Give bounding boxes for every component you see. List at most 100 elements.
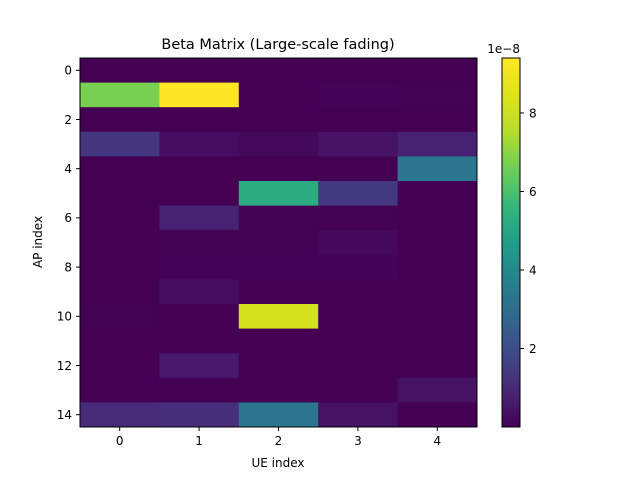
- x-tick-label: 2: [275, 434, 283, 448]
- heatmap-cell: [80, 107, 160, 133]
- colorbar-gradient: [501, 57, 521, 428]
- heatmap-cell: [80, 304, 160, 330]
- heatmap-cell: [318, 107, 399, 133]
- heatmap-cell: [80, 377, 160, 403]
- heatmap-cell: [159, 279, 240, 305]
- heatmap-cell: [238, 353, 319, 379]
- heatmap-cell: [318, 377, 399, 403]
- y-tick-label: 2: [64, 113, 72, 127]
- heatmap-cell: [238, 304, 319, 330]
- heatmap-cell: [159, 328, 240, 354]
- heatmap-cell: [80, 131, 160, 157]
- heatmap-cell: [397, 107, 478, 133]
- y-tick-label: 4: [64, 162, 72, 176]
- heatmap-cell: [159, 205, 240, 231]
- heatmap-cell: [238, 377, 319, 403]
- x-axis: 0 1 2 3 4: [116, 427, 441, 448]
- heatmap-cell: [397, 254, 478, 280]
- y-tick-label: 12: [57, 359, 72, 373]
- heatmap-cell: [238, 279, 319, 305]
- heatmap-cell: [397, 205, 478, 231]
- colorbar: 2 4 6 8 1e−8: [487, 42, 537, 428]
- heatmap-cell: [80, 353, 160, 379]
- heatmap-cell: [80, 402, 160, 428]
- heatmap-cell: [80, 58, 160, 84]
- heatmap-cell: [80, 181, 160, 207]
- heatmap-cell: [397, 328, 478, 354]
- heatmap-cell: [159, 82, 240, 108]
- heatmap-cell: [238, 156, 319, 182]
- heatmap-cell: [238, 181, 319, 207]
- heatmap-cell: [238, 328, 319, 354]
- colorbar-tick-label: 2: [529, 342, 537, 356]
- colorbar-ticks: 2 4 6 8: [520, 106, 537, 356]
- y-tick-label: 0: [64, 64, 72, 78]
- y-tick-label: 10: [57, 310, 72, 324]
- heatmap-cell: [397, 353, 478, 379]
- heatmap-cell: [80, 205, 160, 231]
- colorbar-tick-label: 4: [529, 263, 537, 277]
- heatmap-cell: [159, 377, 240, 403]
- heatmap-cell: [318, 254, 399, 280]
- heatmap-cell: [397, 304, 478, 330]
- heatmap-cell: [318, 304, 399, 330]
- heatmap-cell: [159, 181, 240, 207]
- heatmap-cell: [318, 353, 399, 379]
- chart-title: Beta Matrix (Large-scale fading): [161, 37, 394, 53]
- colorbar-tick-label: 6: [529, 185, 537, 199]
- heatmap-cell: [318, 82, 399, 108]
- heatmap-cell: [159, 107, 240, 133]
- heatmap-cell: [397, 181, 478, 207]
- heatmap-cell: [80, 328, 160, 354]
- x-tick-label: 0: [116, 434, 124, 448]
- heatmap-cell: [159, 230, 240, 256]
- heatmap-cell: [238, 254, 319, 280]
- heatmap-cell: [397, 279, 478, 305]
- x-tick-label: 3: [354, 434, 362, 448]
- heatmap-cell: [397, 156, 478, 182]
- heatmap-cell: [397, 230, 478, 256]
- heatmap-cell: [318, 205, 399, 231]
- heatmap-cell: [318, 58, 399, 84]
- colorbar-tick-label: 8: [529, 106, 537, 120]
- heatmap-cell: [318, 402, 399, 428]
- heatmap-cell: [80, 230, 160, 256]
- heatmap-cell: [159, 353, 240, 379]
- x-tick-label: 1: [195, 434, 203, 448]
- heatmap-cell: [318, 181, 399, 207]
- heatmap-cell: [159, 131, 240, 157]
- heatmap-cell: [159, 254, 240, 280]
- heatmap-cell: [397, 58, 478, 84]
- heatmap-cell: [397, 131, 478, 157]
- heatmap-cells: [80, 58, 478, 428]
- colorbar-offset-label: 1e−8: [487, 42, 520, 56]
- heatmap-cell: [397, 377, 478, 403]
- heatmap-cell: [159, 156, 240, 182]
- x-axis-label: UE index: [251, 456, 304, 470]
- heatmap-cell: [318, 156, 399, 182]
- y-axis-label: AP index: [31, 216, 45, 268]
- y-axis: 0 2 4 6 8 10 12 14: [57, 64, 80, 422]
- y-tick-label: 14: [57, 408, 72, 422]
- y-tick-label: 8: [64, 260, 72, 274]
- heatmap-cell: [80, 156, 160, 182]
- heatmap-cell: [238, 58, 319, 84]
- heatmap-cell: [238, 205, 319, 231]
- heatmap-cell: [80, 82, 160, 108]
- heatmap-cell: [159, 402, 240, 428]
- y-tick-label: 6: [64, 211, 72, 225]
- heatmap-cell: [238, 402, 319, 428]
- heatmap-cell: [80, 254, 160, 280]
- heatmap-cell: [397, 82, 478, 108]
- heatmap-cell: [318, 328, 399, 354]
- x-tick-label: 4: [433, 434, 441, 448]
- heatmap-cell: [238, 230, 319, 256]
- heatmap-cell: [238, 107, 319, 133]
- heatmap-cell: [80, 279, 160, 305]
- heatmap-cell: [159, 304, 240, 330]
- heatmap-cell: [318, 230, 399, 256]
- heatmap-cell: [318, 131, 399, 157]
- heatmap-cell: [318, 279, 399, 305]
